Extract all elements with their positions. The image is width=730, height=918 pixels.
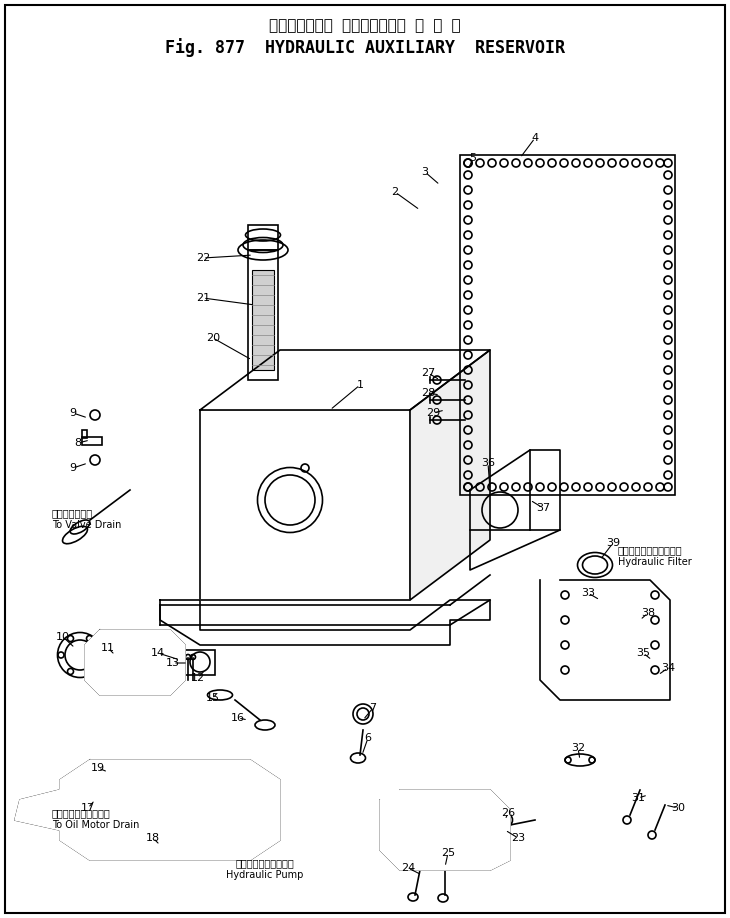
Bar [252, 270, 274, 370]
Text: ハイドロリックポンプ: ハイドロリックポンプ [236, 858, 294, 868]
Text: 34: 34 [661, 663, 675, 673]
Text: 27: 27 [421, 368, 435, 378]
Text: 32: 32 [571, 743, 585, 753]
Text: 26: 26 [501, 808, 515, 818]
Text: 3: 3 [421, 167, 429, 177]
Text: ハイドロリック オキジアリ　リ ザ ー バ: ハイドロリック オキジアリ リ ザ ー バ [269, 18, 461, 33]
Text: 24: 24 [401, 863, 415, 873]
Text: 25: 25 [441, 848, 455, 858]
Text: 19: 19 [91, 763, 105, 773]
Text: 20: 20 [206, 333, 220, 343]
Text: 21: 21 [196, 293, 210, 303]
Text: 9: 9 [69, 408, 77, 418]
Bar [82, 430, 87, 438]
Text: 7: 7 [369, 703, 377, 713]
Text: 30: 30 [671, 803, 685, 813]
Text: 15: 15 [206, 693, 220, 703]
Text: 4: 4 [531, 133, 539, 143]
Text: 33: 33 [581, 588, 595, 598]
Text: 11: 11 [101, 643, 115, 653]
Text: 23: 23 [511, 833, 525, 843]
Bar [248, 225, 278, 250]
Text: 17: 17 [81, 803, 95, 813]
Polygon shape [15, 790, 60, 830]
Text: Fig. 877  HYDRAULIC AUXILIARY  RESERVOIR: Fig. 877 HYDRAULIC AUXILIARY RESERVOIR [165, 38, 565, 57]
Text: Hydraulic Filter: Hydraulic Filter [618, 557, 692, 567]
Polygon shape [200, 350, 490, 410]
Polygon shape [85, 630, 185, 695]
Text: 18: 18 [146, 833, 160, 843]
Text: 8: 8 [74, 438, 82, 448]
Text: 6: 6 [364, 733, 372, 743]
Text: 35: 35 [636, 648, 650, 658]
Text: 12: 12 [191, 673, 205, 683]
Text: ハイドロリックフィルタ: ハイドロリックフィルタ [618, 545, 683, 555]
Text: 1: 1 [356, 380, 364, 390]
Text: 28: 28 [421, 388, 435, 398]
Text: 31: 31 [631, 793, 645, 803]
Text: 16: 16 [231, 713, 245, 723]
Text: 5: 5 [469, 153, 477, 163]
Bar [200, 410, 410, 600]
Text: バルブドレンへ: バルブドレンへ [52, 508, 93, 518]
Bar [185, 650, 215, 675]
Text: To Oil Motor Drain: To Oil Motor Drain [52, 820, 139, 830]
Bar [248, 250, 278, 380]
Text: 2: 2 [391, 187, 399, 197]
Polygon shape [380, 790, 510, 870]
Bar [82, 437, 102, 445]
Text: 14: 14 [151, 648, 165, 658]
Bar [460, 155, 675, 495]
Text: To Valve Drain: To Valve Drain [52, 520, 121, 530]
Text: 29: 29 [426, 408, 440, 418]
Text: 36: 36 [481, 458, 495, 468]
Text: Hydraulic Pump: Hydraulic Pump [226, 870, 304, 880]
Text: 37: 37 [536, 503, 550, 513]
Text: オイルモータドレンへ: オイルモータドレンへ [52, 808, 111, 818]
Text: 10: 10 [56, 632, 70, 642]
Polygon shape [60, 760, 280, 860]
Text: 22: 22 [196, 253, 210, 263]
Text: 38: 38 [641, 608, 655, 618]
Text: 13: 13 [166, 658, 180, 668]
Text: 39: 39 [606, 538, 620, 548]
Polygon shape [160, 600, 490, 645]
Polygon shape [410, 350, 490, 600]
Text: 9: 9 [69, 463, 77, 473]
